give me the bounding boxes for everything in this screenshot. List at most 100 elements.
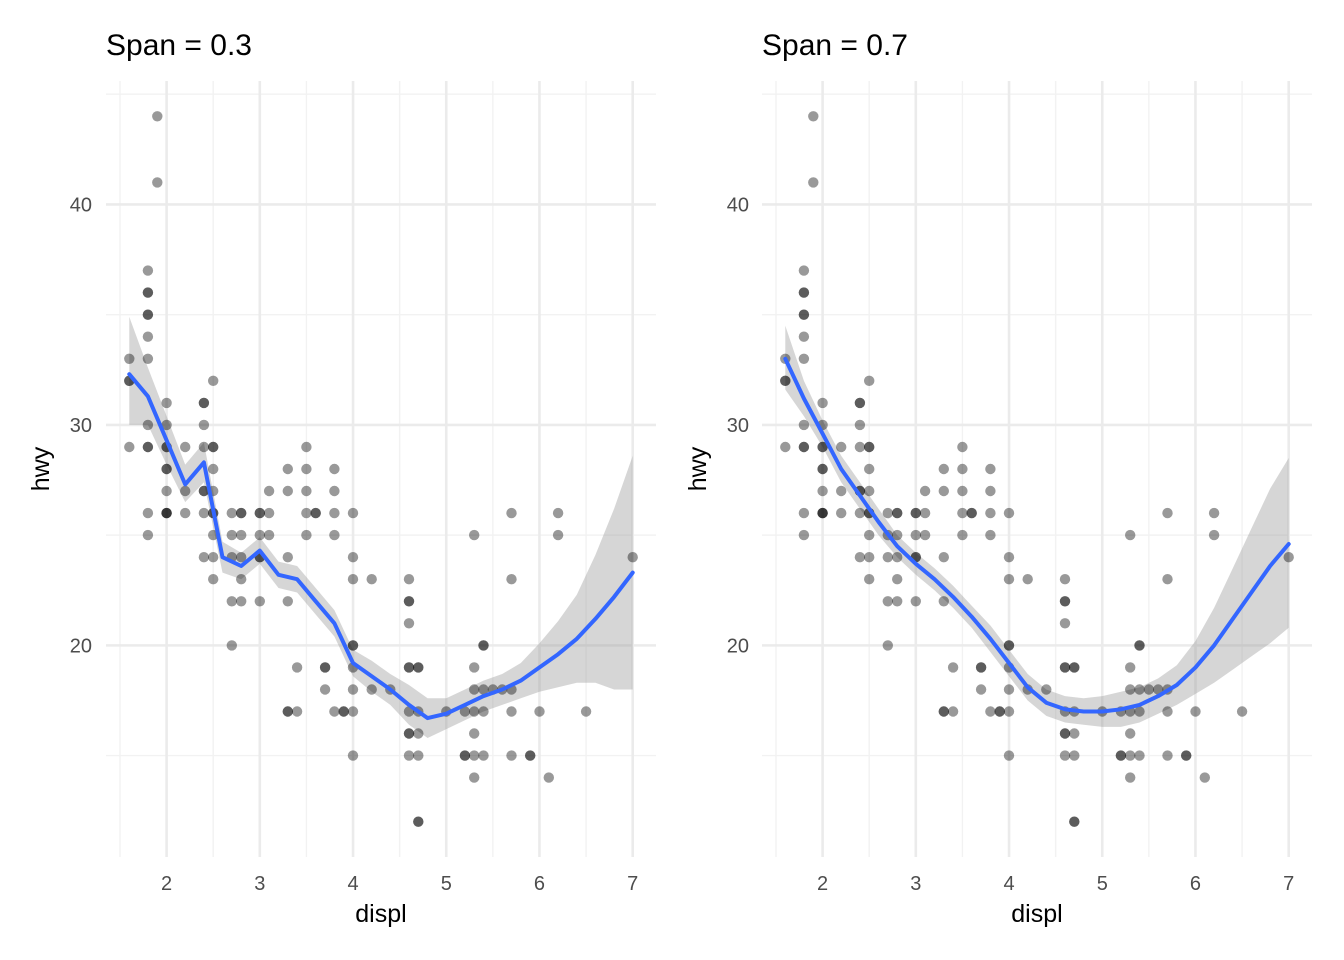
data-point xyxy=(1059,574,1071,585)
data-point xyxy=(161,485,172,497)
data-point xyxy=(347,706,359,717)
data-point xyxy=(478,640,489,651)
data-point xyxy=(459,706,471,717)
data-point xyxy=(198,441,210,453)
data-point xyxy=(413,662,424,673)
data-point xyxy=(817,397,828,409)
data-point xyxy=(208,375,219,386)
data-point xyxy=(198,507,210,519)
data-point xyxy=(975,662,987,673)
data-point xyxy=(152,111,163,122)
data-point xyxy=(966,507,977,519)
data-point xyxy=(161,507,172,519)
data-point xyxy=(469,750,480,761)
data-point xyxy=(198,419,210,431)
data-point xyxy=(798,441,810,453)
data-point xyxy=(1199,772,1211,783)
data-point xyxy=(301,463,312,475)
data-point xyxy=(1134,684,1145,695)
data-point xyxy=(413,728,424,739)
x-tick-label: 7 xyxy=(627,873,638,895)
data-point xyxy=(403,618,415,629)
data-point xyxy=(1134,750,1145,761)
data-point xyxy=(347,574,359,585)
data-point xyxy=(957,507,968,519)
data-point xyxy=(938,706,949,717)
data-point xyxy=(459,750,471,761)
data-point xyxy=(552,507,564,519)
data-point xyxy=(403,574,415,585)
data-point xyxy=(1125,529,1136,541)
data-point xyxy=(975,684,987,695)
data-point xyxy=(1162,706,1173,717)
data-point xyxy=(798,507,810,519)
data-point xyxy=(1069,662,1080,673)
data-point xyxy=(469,706,480,717)
data-point xyxy=(543,772,554,783)
data-point xyxy=(1134,640,1145,651)
data-point xyxy=(938,463,949,475)
data-point xyxy=(1208,507,1220,519)
data-point xyxy=(161,463,172,475)
data-point xyxy=(938,552,949,563)
data-point xyxy=(226,507,237,519)
data-point xyxy=(208,463,219,475)
data-point xyxy=(957,441,968,453)
y-tick-label: 40 xyxy=(70,194,92,216)
data-point xyxy=(1003,706,1015,717)
data-point xyxy=(236,507,247,519)
data-point xyxy=(1059,618,1071,629)
data-point xyxy=(301,441,312,453)
data-point xyxy=(403,596,415,607)
data-point xyxy=(1162,574,1173,585)
data-point xyxy=(817,507,828,519)
data-point xyxy=(882,640,893,651)
data-point xyxy=(910,507,921,519)
smooth-line xyxy=(127,372,635,721)
data-point xyxy=(798,287,810,298)
data-point xyxy=(208,441,219,453)
x-tick-label: 3 xyxy=(254,873,265,895)
data-point xyxy=(254,596,265,607)
data-point xyxy=(919,507,931,519)
data-point xyxy=(864,463,875,475)
data-point xyxy=(301,485,312,497)
data-point xyxy=(1059,728,1071,739)
data-point xyxy=(469,662,480,673)
data-point xyxy=(329,529,340,541)
smooth-line-path xyxy=(783,356,1291,714)
data-point xyxy=(403,596,415,607)
data-point xyxy=(882,552,893,563)
data-point xyxy=(319,662,331,673)
data-point xyxy=(1059,750,1071,761)
data-point xyxy=(1208,529,1220,541)
data-point xyxy=(142,287,154,298)
y-tick-label: 20 xyxy=(70,635,92,657)
data-point xyxy=(892,507,903,519)
data-point xyxy=(282,485,293,497)
data-point xyxy=(919,529,931,541)
data-point xyxy=(882,596,893,607)
data-point xyxy=(892,596,903,607)
data-point xyxy=(478,684,489,695)
data-point xyxy=(1125,728,1136,739)
x-tick-label: 2 xyxy=(817,873,828,895)
data-point xyxy=(413,662,424,673)
data-point xyxy=(469,529,480,541)
data-point xyxy=(808,111,819,122)
data-point xyxy=(180,485,191,497)
y-tick-label: 30 xyxy=(70,415,92,437)
data-point xyxy=(208,574,219,585)
panel-span-0-7: Span = 0.7 2 3 4 5 6 7 20 30 40 displ hwy xyxy=(684,29,1312,928)
data-point xyxy=(1153,684,1164,695)
data-point xyxy=(263,485,275,497)
data-point xyxy=(282,463,293,475)
data-point xyxy=(1143,684,1155,695)
data-point xyxy=(534,706,545,717)
data-point xyxy=(1069,816,1080,827)
data-point xyxy=(198,397,210,409)
data-point xyxy=(1003,574,1015,585)
data-point xyxy=(910,507,921,519)
data-point xyxy=(198,485,210,497)
